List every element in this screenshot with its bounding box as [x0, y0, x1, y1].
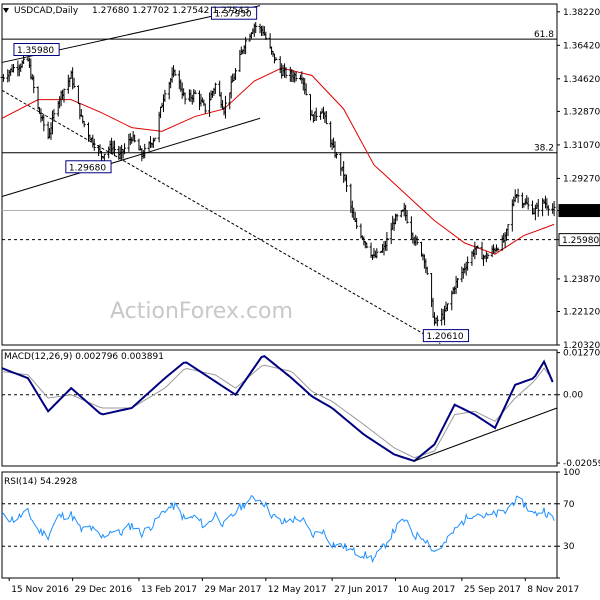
- price-annotation: 1.35980: [17, 46, 54, 56]
- support-price-label: 1.25980: [562, 236, 599, 246]
- rsi-y-tick-label: 30: [563, 542, 575, 552]
- channel-lower-line: [1, 117, 261, 197]
- macd-y-tick-label: -0.020599: [563, 459, 600, 469]
- x-axis-label: 15 Nov 2016: [11, 585, 69, 595]
- price-y-tick-label: 1.36420: [563, 41, 600, 51]
- rsi-y-tick-label: 100: [563, 468, 580, 478]
- header-triangle-icon: [3, 8, 9, 13]
- x-axis-label: 25 Sep 2017: [464, 585, 521, 595]
- x-axis-label: 13 Feb 2017: [141, 585, 197, 595]
- x-axis-label: 29 Mar 2017: [204, 585, 261, 595]
- price-annotation: 1.29680: [69, 163, 106, 173]
- macd-y-tick-label: 0.00: [563, 391, 583, 401]
- fib-level-label: 61.8: [534, 30, 554, 40]
- x-axis-label: 10 Aug 2017: [398, 585, 456, 595]
- price-y-tick-label: 1.34620: [563, 75, 600, 85]
- watermark: ActionForex.com: [110, 299, 293, 324]
- fib-level-label: 38.2: [534, 144, 554, 154]
- x-axis-label: 27 Jun 2017: [334, 585, 388, 595]
- price-annotation-box: [210, 6, 258, 20]
- price-annotation-box: [13, 43, 60, 57]
- price-y-tick-label: 1.32870: [563, 107, 600, 117]
- price-y-tick-label: 1.23870: [563, 275, 600, 285]
- x-axis-label: 8 Nov 2017: [527, 585, 579, 595]
- price-panel-frame: [1, 3, 558, 346]
- rsi-line: [1, 494, 555, 564]
- rsi-panel-frame: [1, 471, 558, 579]
- chart-header-symbol: USDCAD,Daily: [14, 6, 79, 16]
- dotted-trend-line: [1, 89, 441, 344]
- chart-header-ohlc: 1.27680 1.27702 1.27542 1.27543: [92, 6, 249, 16]
- x-axis-label: 12 May 2017: [268, 585, 327, 595]
- current-price-label: 1.27543: [562, 207, 599, 217]
- price-y-tick-label: 1.29270: [563, 174, 600, 184]
- x-axis-label: 29 Dec 2016: [75, 585, 133, 595]
- current-price-label-box: [558, 204, 600, 218]
- macd-title: MACD(12,26,9) 0.002796 0.003891: [4, 352, 164, 362]
- rsi-y-tick-label: 70: [563, 500, 575, 510]
- price-y-tick-label: 1.38220: [563, 8, 600, 18]
- price-y-tick-label: 1.31070: [563, 141, 600, 151]
- price-annotation-box: [422, 329, 470, 343]
- price-y-tick-label: 1.20320: [563, 341, 600, 351]
- rsi-title: RSI(14) 54.2928: [4, 477, 77, 487]
- price-y-tick-label: 1.22120: [563, 307, 600, 317]
- price-annotation-box: [65, 160, 112, 174]
- price-annotation: 1.37930: [214, 10, 251, 20]
- macd-signal-line: [1, 364, 554, 459]
- price-annotation: 1.20610: [426, 332, 463, 342]
- macd-line: [1, 355, 554, 463]
- macd-y-tick-label: 0.012707: [563, 349, 600, 359]
- support-price-label-box: [558, 233, 600, 247]
- macd-trendline: [414, 407, 558, 462]
